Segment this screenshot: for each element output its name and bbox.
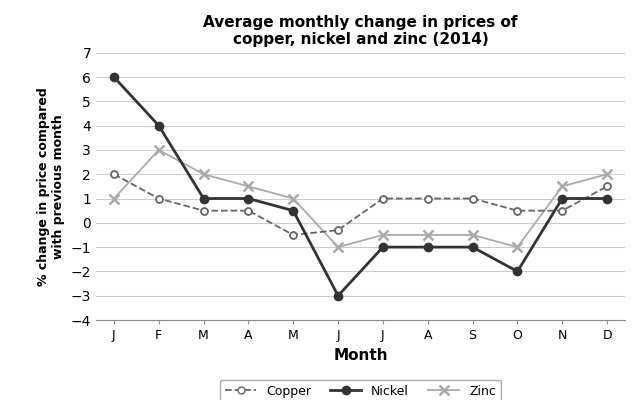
Copper	[379, 196, 387, 201]
Zinc	[244, 184, 252, 189]
Line: Copper: Copper	[111, 171, 611, 238]
Nickel	[334, 293, 342, 298]
Y-axis label: % change in price compared
with previous month: % change in price compared with previous…	[37, 87, 65, 286]
Zinc	[110, 196, 118, 201]
Nickel	[468, 245, 476, 250]
Zinc	[334, 245, 342, 250]
Copper	[513, 208, 521, 213]
Copper	[289, 232, 297, 237]
Zinc	[289, 196, 297, 201]
Copper	[468, 196, 476, 201]
Nickel	[558, 196, 566, 201]
Line: Nickel: Nickel	[110, 73, 611, 300]
Copper	[244, 208, 252, 213]
Zinc	[155, 148, 163, 152]
Nickel	[244, 196, 252, 201]
Nickel	[289, 208, 297, 213]
Zinc	[513, 245, 521, 250]
Nickel	[200, 196, 207, 201]
Zinc	[200, 172, 207, 177]
Copper	[558, 208, 566, 213]
Zinc	[604, 172, 611, 177]
Nickel	[424, 245, 431, 250]
Legend: Copper, Nickel, Zinc: Copper, Nickel, Zinc	[220, 380, 501, 400]
Copper	[334, 228, 342, 232]
Copper	[424, 196, 431, 201]
Zinc	[558, 184, 566, 189]
Zinc	[424, 232, 431, 237]
Nickel	[110, 75, 118, 80]
Zinc	[468, 232, 476, 237]
X-axis label: Month: Month	[333, 348, 388, 362]
Nickel	[379, 245, 387, 250]
Nickel	[604, 196, 611, 201]
Copper	[604, 184, 611, 189]
Zinc	[379, 232, 387, 237]
Nickel	[513, 269, 521, 274]
Nickel	[155, 123, 163, 128]
Copper	[200, 208, 207, 213]
Copper	[155, 196, 163, 201]
Copper	[110, 172, 118, 177]
Title: Average monthly change in prices of
copper, nickel and zinc (2014): Average monthly change in prices of copp…	[204, 15, 518, 47]
Line: Zinc: Zinc	[109, 145, 612, 252]
